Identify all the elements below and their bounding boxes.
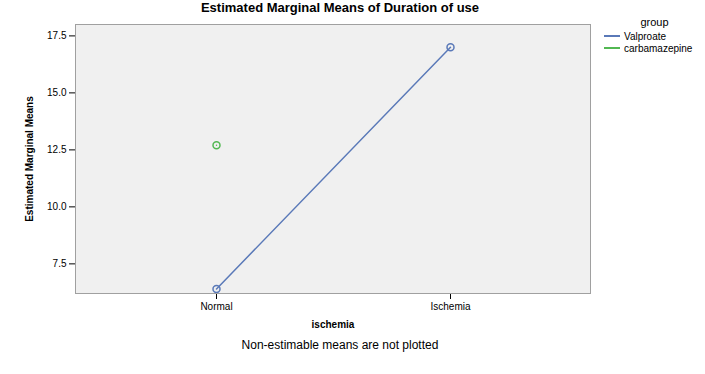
html-text:Estimated Marginal Means of Du: Estimated Marginal Means of Duration of … [200, 0, 479, 15]
svg-text:ischemia: ischemia [312, 319, 355, 330]
svg-text:Ischemia: Ischemia [430, 301, 470, 312]
svg-text:15.0: 15.0 [47, 87, 67, 98]
svg-text:10.0: 10.0 [47, 201, 67, 212]
html-text:Valproate: Valproate [624, 30, 667, 42]
svg-text:12.5: 12.5 [47, 144, 67, 155]
svg-text:Estimated Marginal Means: Estimated Marginal Means [24, 96, 35, 222]
svg-text:7.5: 7.5 [53, 258, 67, 269]
html-text:carbamazepine: carbamazepine [624, 42, 693, 54]
html-text:Non-estimable means are not pl: Non-estimable means are not plotted [241, 338, 439, 352]
svg-text:Normal: Normal [200, 301, 232, 312]
html-text:group: group [640, 16, 669, 28]
svg-text:17.5: 17.5 [47, 30, 67, 41]
